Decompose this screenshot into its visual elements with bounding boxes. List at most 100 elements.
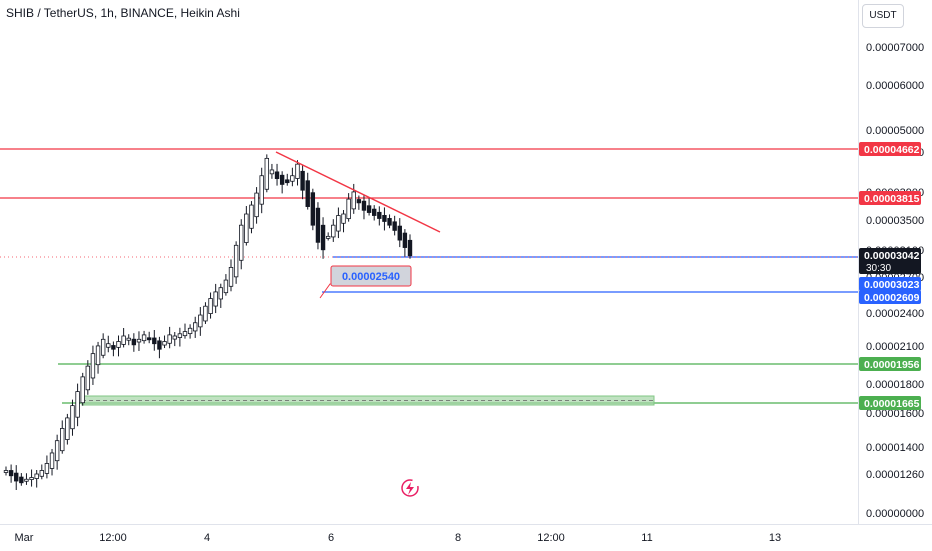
price-label-bg bbox=[859, 290, 921, 304]
y-tick-label: 0.00001260 bbox=[866, 469, 924, 481]
candle-body bbox=[24, 478, 29, 482]
horizontal-lines bbox=[0, 148, 858, 404]
candle-body bbox=[228, 266, 234, 287]
candle-body bbox=[85, 365, 91, 391]
y-tick-label: 0.00001400 bbox=[866, 442, 924, 454]
candle-body bbox=[305, 180, 310, 207]
y-tick-label: 0.00002400 bbox=[866, 308, 924, 320]
candle-body bbox=[90, 353, 96, 379]
candle-body bbox=[407, 239, 413, 257]
measure-label: 0.00002540 bbox=[342, 271, 400, 283]
candle-body bbox=[126, 337, 131, 341]
x-tick-labels: Mar 12:00 4 6 8 12:00 11 13 bbox=[15, 532, 782, 544]
candle-body bbox=[244, 213, 249, 243]
candle-body bbox=[402, 232, 408, 248]
chart-title: SHIB / TetherUS, 1h, BINANCE, Heikin Ash… bbox=[6, 6, 240, 20]
candle-body bbox=[54, 440, 60, 462]
price-label-bg bbox=[859, 396, 921, 410]
candle-body bbox=[382, 215, 387, 222]
candle-body bbox=[49, 452, 55, 469]
candle-body bbox=[213, 291, 218, 307]
candle-body bbox=[8, 470, 14, 477]
x-tick-label: 8 bbox=[455, 532, 461, 544]
candle-body bbox=[187, 327, 193, 335]
candle-body bbox=[203, 305, 208, 322]
candle-body bbox=[377, 211, 382, 219]
price-label: 0.00001956 bbox=[864, 359, 920, 371]
trendline-line bbox=[275, 151, 441, 233]
x-tick-label: Mar bbox=[15, 532, 34, 544]
lightning-icon bbox=[401, 479, 419, 497]
logo-bolt bbox=[406, 482, 414, 495]
price-label: 0.00003815 bbox=[864, 193, 920, 205]
price-label: 0.00003023 bbox=[864, 279, 920, 291]
currency-button[interactable]: USDT bbox=[862, 4, 904, 28]
candle-body bbox=[320, 224, 326, 251]
candle-body bbox=[3, 470, 9, 473]
price-label: 0.00002609 bbox=[864, 292, 920, 304]
candle-body bbox=[315, 207, 321, 243]
candle-body bbox=[254, 192, 259, 218]
candle-body bbox=[182, 331, 188, 337]
candle-body bbox=[34, 473, 39, 479]
candle-body bbox=[285, 179, 290, 184]
candle-body bbox=[325, 235, 331, 239]
candle-body bbox=[295, 163, 300, 179]
y-tick-label: 0.00003500 bbox=[866, 215, 924, 227]
candle-body bbox=[131, 338, 137, 346]
y-tick-label: 0.00002100 bbox=[866, 341, 924, 353]
x-tick-label: 11 bbox=[641, 532, 652, 544]
price-label-bg bbox=[859, 357, 921, 371]
candle-body bbox=[274, 171, 280, 180]
logo-ring bbox=[401, 479, 419, 497]
price-label-bg bbox=[859, 277, 921, 291]
candle-body bbox=[290, 175, 295, 182]
candle-body bbox=[300, 170, 305, 191]
x-tick-label: 12:00 bbox=[537, 532, 565, 544]
candle-body bbox=[19, 476, 24, 484]
x-tick-label: 12:00 bbox=[99, 532, 127, 544]
candle-body bbox=[146, 337, 152, 341]
candle-body bbox=[65, 417, 70, 440]
y-tick-label: 0.00006000 bbox=[866, 80, 924, 92]
candle-body bbox=[310, 192, 316, 226]
candle-body bbox=[387, 218, 392, 226]
candle-body bbox=[100, 338, 106, 356]
candle-body bbox=[372, 208, 377, 216]
candle-body bbox=[341, 213, 346, 224]
price-label: 0.00004662 bbox=[864, 144, 920, 156]
measure-tool[interactable]: 0.00002540 bbox=[319, 265, 412, 299]
candle-body bbox=[351, 191, 356, 210]
candle-body bbox=[29, 477, 34, 480]
candle-body bbox=[177, 333, 183, 338]
candle-body bbox=[141, 334, 147, 342]
candle-body bbox=[366, 205, 372, 213]
candle-body bbox=[264, 157, 270, 190]
trendline[interactable] bbox=[275, 151, 441, 233]
x-tick-label: 6 bbox=[328, 532, 334, 544]
y-tick-label: 0.00001800 bbox=[866, 379, 924, 391]
y-tick-label: 0.00005000 bbox=[866, 125, 924, 137]
candle-body bbox=[193, 322, 198, 332]
candle-body bbox=[116, 341, 121, 348]
candle-body bbox=[356, 199, 362, 204]
price-scale[interactable] bbox=[858, 0, 932, 524]
candles bbox=[3, 154, 413, 491]
candle-body bbox=[172, 335, 177, 340]
green-zone bbox=[81, 395, 655, 406]
candle-body bbox=[136, 338, 142, 343]
x-tick-label: 4 bbox=[204, 532, 210, 544]
x-tick-label: 13 bbox=[769, 532, 781, 544]
price-label: 0.00001665 bbox=[864, 398, 920, 410]
candle-body bbox=[269, 169, 275, 175]
candle-body bbox=[121, 335, 126, 345]
candle-body bbox=[157, 340, 162, 350]
candle-body bbox=[111, 345, 116, 350]
candle-body bbox=[331, 224, 336, 238]
price-label: 0.00003042 bbox=[864, 250, 920, 262]
measure-box bbox=[330, 265, 412, 287]
price-label-bg bbox=[859, 191, 921, 205]
time-axis[interactable] bbox=[0, 524, 932, 551]
